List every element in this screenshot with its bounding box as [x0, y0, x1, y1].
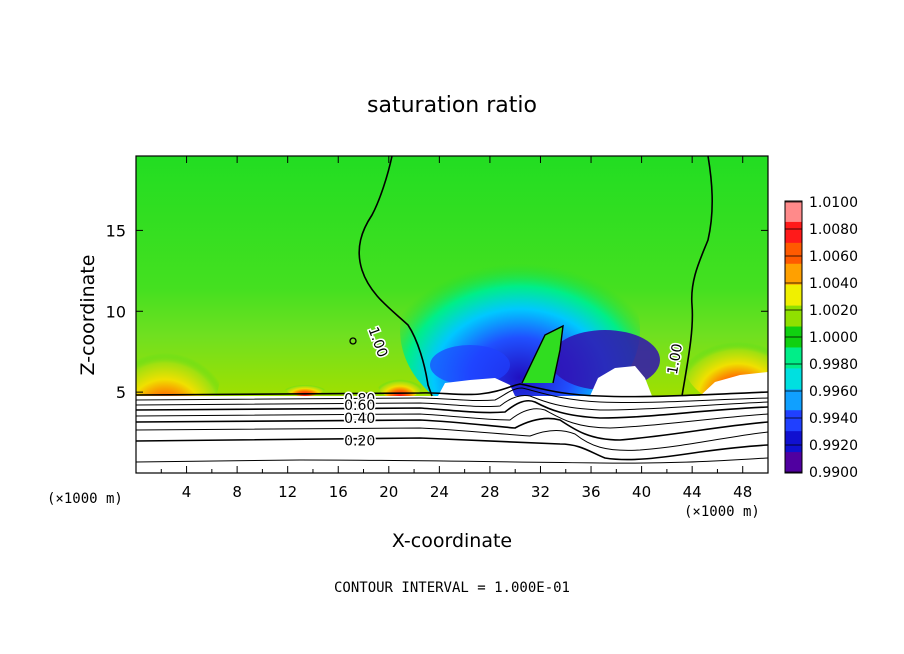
white-gap-3 [700, 372, 768, 396]
colorbar-swatch [785, 368, 802, 390]
colorbar-label: 0.9960 [809, 384, 858, 400]
x-tick-label: 4 [182, 483, 192, 501]
y-tick-label: 10 [106, 302, 126, 321]
colorbar-swatch [785, 242, 802, 265]
x-tick-label: 16 [329, 483, 348, 501]
colorbar-label: 0.9940 [809, 411, 858, 427]
contour-1-00-tongue [521, 324, 564, 384]
contour-1-00-right [681, 156, 713, 397]
contour-label: 0.60 [344, 398, 375, 414]
colorbar-swatch [785, 431, 802, 453]
plot-frame [135, 155, 769, 474]
colorbar-swatch [785, 389, 802, 411]
colorbar-label: 1.0060 [809, 249, 858, 265]
subsaturated-core-2 [430, 345, 510, 385]
colorbar-swatch [785, 221, 802, 244]
colorbar-label: 1.0000 [809, 330, 858, 346]
x-tick-label: 48 [733, 483, 752, 501]
colorbar-swatch [785, 284, 802, 307]
hot-region-small [285, 380, 325, 396]
chart-title: saturation ratio [367, 93, 537, 118]
x-axis-label: X-coordinate [392, 530, 512, 552]
colorbar-swatch [785, 452, 802, 474]
contour-label: 0.40 [344, 411, 375, 427]
green-tongue [522, 326, 563, 383]
x-tick-label: 12 [278, 483, 297, 501]
x-tick-label: 44 [683, 483, 702, 501]
colorbar-label: 0.9980 [809, 357, 858, 373]
contour-label: 0.80 [344, 391, 375, 407]
x-unit-left: (×1000 m) [47, 491, 123, 507]
x-tick-label: 24 [430, 483, 449, 501]
hot-region-mid [378, 371, 422, 399]
colorbar-label: 0.9900 [809, 465, 858, 481]
colorbar-swatch [785, 410, 802, 432]
colorbar-swatch [785, 201, 802, 223]
plot-area [136, 156, 768, 473]
x-tick-label: 8 [232, 483, 242, 501]
colorbar-swatch [785, 347, 802, 369]
x-tick-label: 32 [531, 483, 550, 501]
colorbar-label: 1.0080 [809, 222, 858, 238]
y-tick-label: 15 [106, 221, 126, 240]
x-unit-right: (×1000 m) [684, 504, 760, 520]
x-tick-label: 36 [581, 483, 600, 501]
y-axis: 5 10 15 [106, 221, 768, 402]
colorbar-label: 0.9920 [809, 438, 858, 454]
contour-label: 0.20 [344, 434, 375, 450]
colorbar-swatch [785, 263, 802, 286]
y-axis-label: Z-coordinate [77, 255, 99, 376]
lower-contours [136, 383, 768, 464]
y-tick-label: 5 [116, 383, 126, 402]
colorbar-swatch [785, 305, 802, 328]
contour-1-00-left [358, 156, 433, 397]
colorbar: 1.0100 1.0080 1.0060 1.0040 1.0020 1.0000 0.99… [784, 195, 858, 481]
contour-1-00-small [349, 337, 357, 345]
x-axis: 4 8 12 16 20 24 28 32 36 40 44 48 [160, 156, 752, 501]
white-gap-1 [590, 366, 652, 396]
colorbar-label: 1.0100 [809, 195, 858, 211]
colorbar-label: 1.0020 [809, 303, 858, 319]
x-tick-label: 20 [379, 483, 398, 501]
contour-interval-note: CONTOUR INTERVAL = 1.000E-01 [334, 580, 570, 596]
x-tick-label: 28 [480, 483, 499, 501]
colorbar-label: 1.0040 [809, 276, 858, 292]
x-tick-label: 40 [632, 483, 651, 501]
